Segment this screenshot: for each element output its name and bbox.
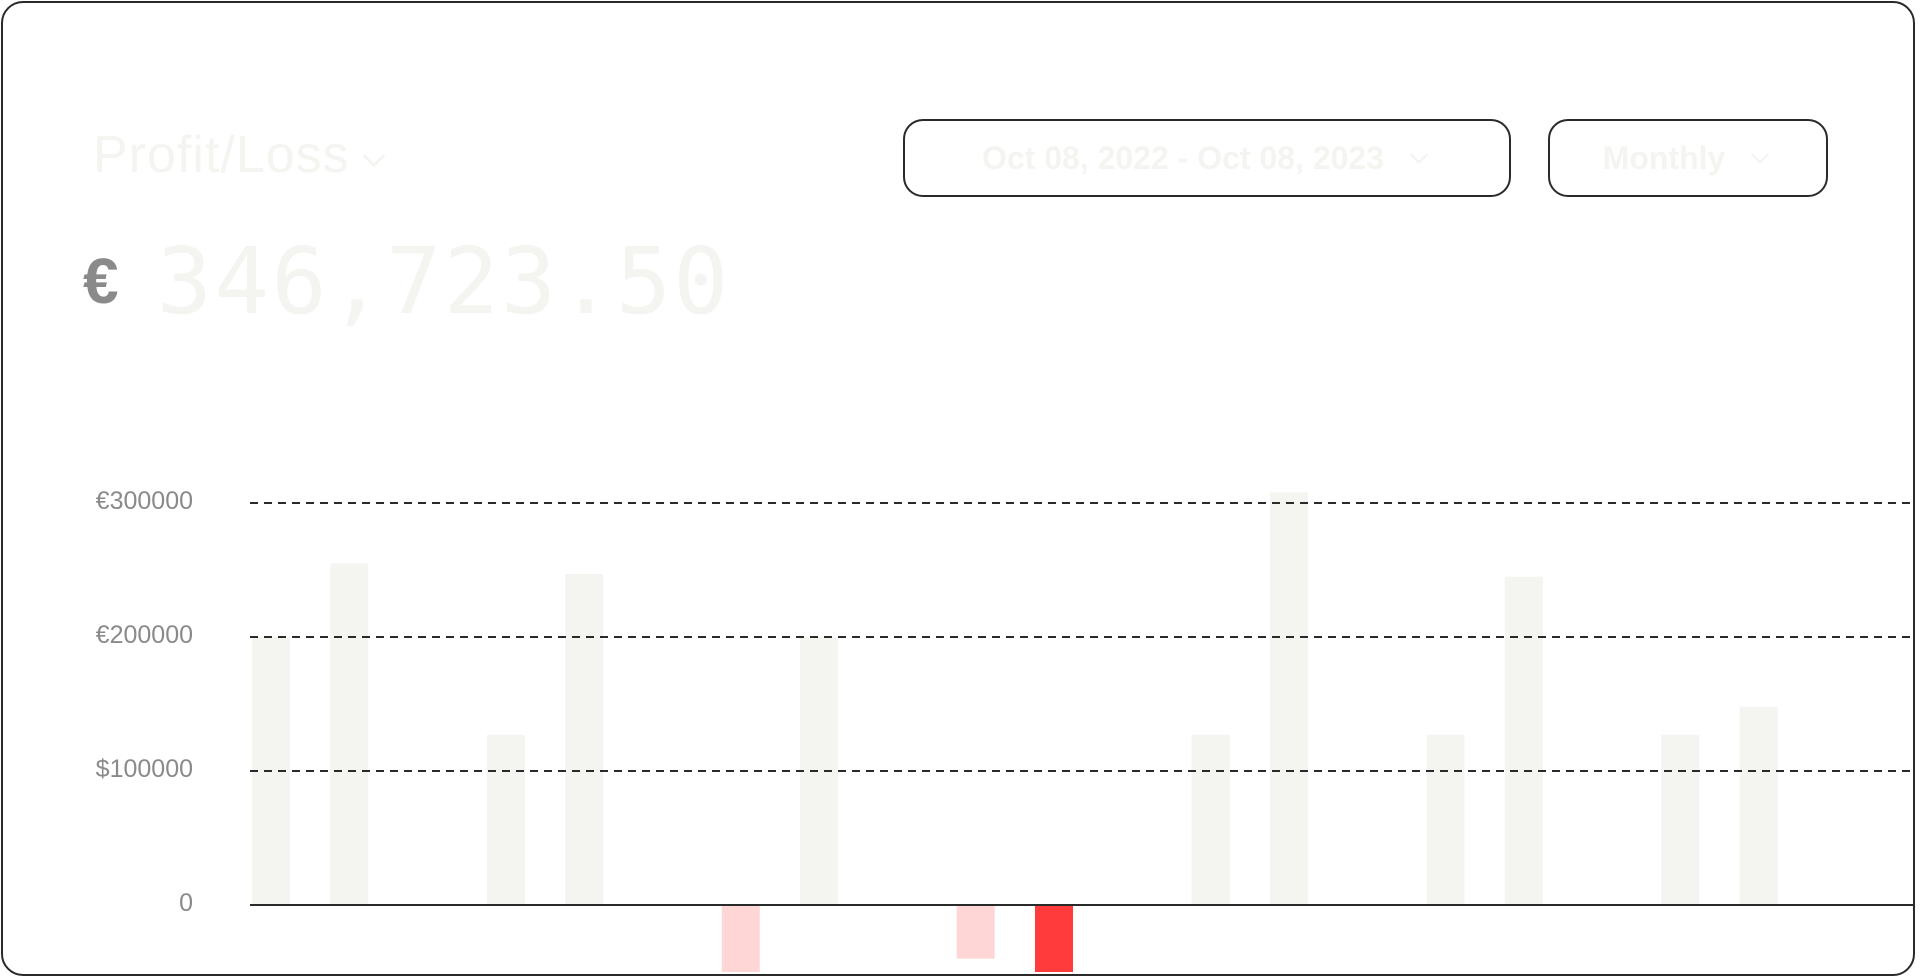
loss-bar[interactable] [721, 905, 760, 972]
period-dropdown[interactable]: Monthly [1548, 119, 1828, 197]
profit-bar[interactable] [1504, 576, 1543, 905]
profit-bar[interactable] [330, 563, 369, 905]
profit-bar[interactable] [1191, 734, 1230, 905]
chevron-down-icon [1751, 153, 1770, 164]
profit-bar[interactable] [1269, 492, 1308, 905]
total-amount: € 346,723.50 [83, 228, 730, 335]
loss-bar[interactable] [1035, 905, 1073, 972]
profit-bar[interactable] [565, 574, 604, 905]
y-tick-label: $100000 [95, 755, 193, 783]
bar-chart [250, 492, 1913, 972]
amount-value: 346,723.50 [156, 227, 731, 335]
profit-bar[interactable] [800, 637, 839, 905]
date-range-dropdown[interactable]: Oct 08, 2022 - Oct 08, 2023 [903, 119, 1511, 197]
y-tick-label: €200000 [95, 621, 193, 649]
chevron-down-icon [362, 154, 385, 167]
y-tick-label: €300000 [95, 487, 193, 515]
profit-loss-title-dropdown[interactable]: Profit/Loss [93, 125, 390, 185]
profit-bar[interactable] [1739, 706, 1778, 905]
date-range-label: Oct 08, 2022 - Oct 08, 2023 [981, 139, 1385, 176]
chevron-down-icon [1410, 153, 1428, 164]
loss-bar[interactable] [956, 905, 995, 959]
profit-bar[interactable] [1426, 734, 1465, 905]
y-tick-label: 0 [179, 889, 193, 917]
profit-bar[interactable] [1661, 734, 1700, 905]
profit-bar[interactable] [486, 734, 525, 905]
period-label: Monthly [1602, 139, 1726, 176]
currency-symbol: € [83, 245, 119, 317]
page-title: Profit/Loss [93, 126, 350, 184]
